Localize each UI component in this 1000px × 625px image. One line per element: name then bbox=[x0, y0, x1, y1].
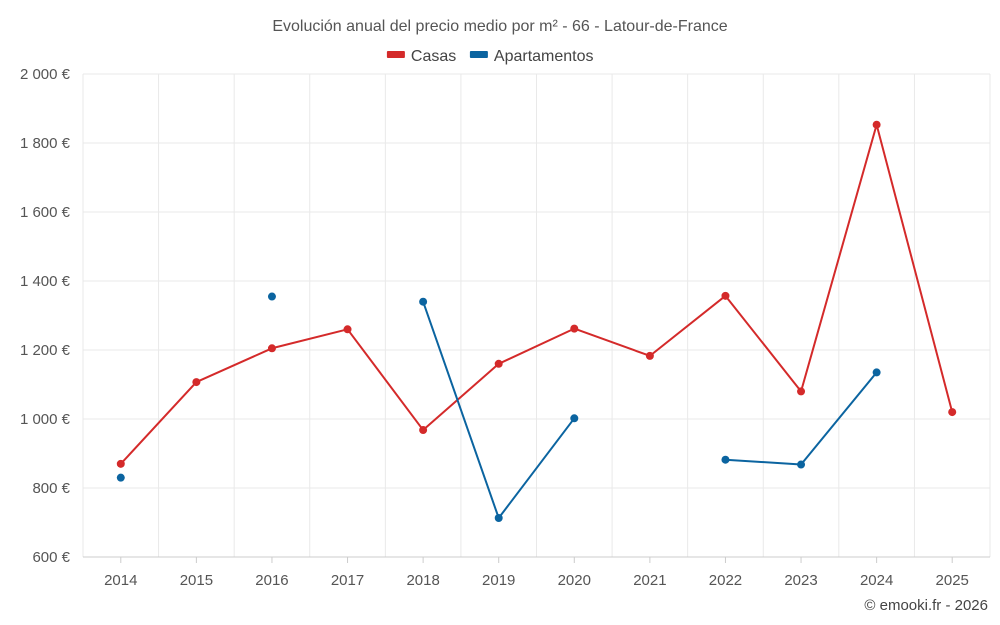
x-tick-label: 2023 bbox=[784, 572, 817, 589]
y-axis: 600 € 800 € 1 000 € 1 200 € 1 400 € 1 600 € 1 … bbox=[20, 66, 71, 566]
x-tick-label: 2022 bbox=[709, 572, 742, 589]
y-tick-label: 1 400 € bbox=[20, 273, 71, 290]
apartamentos-point-2022[interactable] bbox=[721, 455, 730, 464]
casas-line-segment bbox=[120, 123, 954, 465]
series-apartamentos bbox=[116, 292, 881, 523]
y-tick-label: 1 800 € bbox=[20, 135, 71, 152]
x-tick-label: 2016 bbox=[255, 572, 288, 589]
vertical-gridlines bbox=[82, 74, 991, 557]
casas-point-2020[interactable] bbox=[570, 324, 579, 333]
legend-swatch-casas bbox=[386, 51, 405, 58]
x-tick-label: 2025 bbox=[936, 572, 969, 589]
legend-item-casas[interactable]: Casas bbox=[386, 48, 456, 65]
y-tick-label: 2 000 € bbox=[20, 66, 71, 83]
casas-point-2014[interactable] bbox=[116, 459, 125, 468]
casas-point-2016[interactable] bbox=[267, 344, 276, 353]
apartamentos-line-segment bbox=[725, 371, 878, 466]
casas-point-2017[interactable] bbox=[343, 325, 352, 334]
apartamentos-point-2019[interactable] bbox=[494, 514, 503, 523]
casas-point-2015[interactable] bbox=[192, 378, 201, 387]
y-tick-label: 1 200 € bbox=[20, 342, 71, 359]
apartamentos-point-2020[interactable] bbox=[570, 414, 579, 423]
apartamentos-point-2023[interactable] bbox=[797, 460, 806, 469]
x-axis: 2014 2015 2016 2017 2018 2019 2020 2021 2022 2023… bbox=[104, 557, 969, 589]
x-tick-label: 2020 bbox=[558, 572, 591, 589]
casas-point-2025[interactable] bbox=[948, 408, 957, 417]
legend-label-apartamentos: Apartamentos bbox=[494, 48, 594, 65]
x-tick-label: 2018 bbox=[406, 572, 439, 589]
series-layer bbox=[116, 120, 957, 523]
apartamentos-point-2014[interactable] bbox=[116, 473, 125, 482]
casas-point-2023[interactable] bbox=[797, 387, 806, 396]
casas-point-2024[interactable] bbox=[872, 120, 881, 129]
y-tick-label: 1 000 € bbox=[20, 411, 71, 428]
apartamentos-point-2016[interactable] bbox=[267, 292, 276, 301]
casas-point-2021[interactable] bbox=[645, 351, 654, 360]
y-tick-label: 800 € bbox=[32, 480, 70, 497]
legend[interactable]: Casas Apartamentos bbox=[386, 48, 594, 65]
x-tick-label: 2019 bbox=[482, 572, 515, 589]
casas-point-2019[interactable] bbox=[494, 359, 503, 368]
x-tick-label: 2024 bbox=[860, 572, 893, 589]
casas-point-2022[interactable] bbox=[721, 291, 730, 300]
legend-label-casas: Casas bbox=[411, 48, 456, 65]
apartamentos-point-2018[interactable] bbox=[419, 297, 428, 306]
x-tick-label: 2017 bbox=[331, 572, 364, 589]
legend-item-apartamentos[interactable]: Apartamentos bbox=[469, 48, 594, 65]
series-casas bbox=[116, 120, 957, 468]
chart-title: Evolución anual del precio medio por m² … bbox=[272, 18, 727, 35]
x-tick-label: 2014 bbox=[104, 572, 137, 589]
casas-point-2018[interactable] bbox=[419, 426, 428, 435]
credit-text: © emooki.fr - 2026 bbox=[864, 597, 988, 614]
y-tick-label: 1 600 € bbox=[20, 204, 71, 221]
y-tick-label: 600 € bbox=[32, 549, 70, 566]
legend-swatch-apartamentos bbox=[469, 51, 488, 58]
x-tick-label: 2015 bbox=[180, 572, 213, 589]
apartamentos-point-2024[interactable] bbox=[872, 368, 881, 377]
x-tick-label: 2021 bbox=[633, 572, 666, 589]
